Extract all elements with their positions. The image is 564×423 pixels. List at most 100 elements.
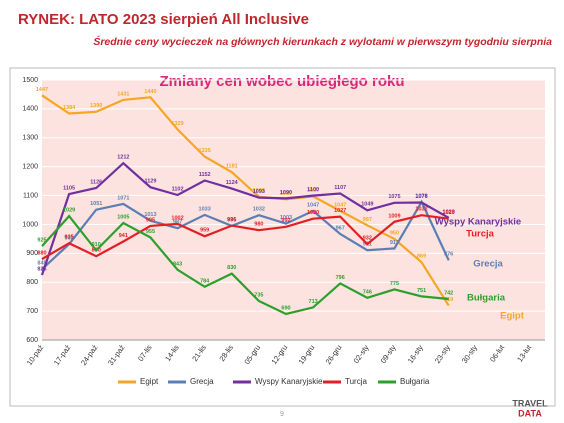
value-label: 1027	[334, 208, 346, 214]
value-label: 876	[444, 252, 453, 258]
value-label: 1100	[307, 187, 319, 193]
value-label: 932	[65, 236, 74, 242]
series-line	[41, 214, 449, 261]
value-label: 980	[254, 222, 263, 228]
series-end-label: Wyspy Kanaryjskie	[435, 217, 521, 228]
y-tick-label: 600	[26, 337, 38, 344]
title: RYNEK: LATO 2023 sierpień All Inclusive	[18, 11, 309, 28]
y-tick-label: 1100	[23, 192, 38, 199]
value-label: 1047	[334, 202, 346, 208]
value-label: 1105	[63, 186, 75, 192]
value-label: 1390	[90, 103, 102, 109]
y-tick-label: 1500	[22, 77, 38, 84]
value-label: 1212	[117, 155, 129, 161]
value-label: 955	[146, 229, 155, 235]
value-label: 1075	[388, 194, 400, 200]
value-label: 987	[173, 220, 182, 226]
value-label: 1384	[63, 105, 76, 111]
y-tick-label: 1400	[22, 106, 38, 113]
value-label: 1020	[443, 210, 455, 216]
value-label: 1049	[361, 202, 373, 208]
value-label: 825	[37, 266, 46, 272]
series-line	[40, 161, 450, 276]
value-label: 1440	[144, 89, 156, 95]
value-label: 996	[227, 217, 236, 223]
value-label: 1093	[253, 189, 265, 195]
chart-title: Zmiany cen wobec ubiegłego roku	[159, 73, 404, 90]
value-label: 1124	[226, 180, 239, 186]
value-label: 992	[281, 218, 290, 224]
value-label: 830	[227, 265, 236, 271]
value-label: 1129	[144, 179, 156, 185]
value-label: 1002	[171, 215, 183, 221]
value-label: 1003	[280, 215, 292, 221]
value-label: 1181	[226, 164, 238, 170]
value-label: 941	[119, 233, 128, 239]
value-label: 997	[363, 217, 372, 223]
y-tick-label: 700	[26, 308, 38, 315]
logo: DATA	[518, 408, 542, 418]
value-label: 967	[336, 225, 345, 231]
value-label: 932	[363, 236, 372, 242]
y-tick-label: 900	[26, 250, 38, 257]
value-label: 1235	[199, 148, 211, 154]
value-label: 690	[281, 305, 290, 311]
series-line	[41, 214, 449, 316]
value-label: 950	[390, 230, 399, 236]
page-number: 9	[280, 411, 284, 418]
value-label: 719	[444, 297, 453, 303]
logo: TRAVEL	[512, 398, 548, 408]
value-label: 1102	[172, 186, 184, 192]
value-label: 1078	[415, 193, 427, 199]
value-label: 1033	[199, 206, 211, 212]
legend-label: Grecja	[190, 377, 214, 386]
legend-label: Egipt	[140, 377, 159, 386]
y-tick-label: 800	[26, 279, 38, 286]
series-end-label: Bułgaria	[467, 293, 506, 304]
value-label: 796	[336, 275, 345, 281]
value-label: 1013	[144, 212, 156, 218]
legend-label: Turcja	[345, 377, 367, 386]
value-label: 1152	[199, 172, 211, 178]
value-label: 869	[417, 254, 426, 260]
legend-label: Bułgaria	[400, 377, 430, 386]
value-label: 1029	[63, 208, 75, 214]
value-label: 1005	[117, 214, 129, 220]
value-label: 1431	[117, 91, 129, 97]
value-label: 935	[65, 235, 74, 241]
series-end-label: Egipt	[500, 311, 525, 322]
value-label: 784	[200, 278, 210, 284]
value-label: 735	[254, 292, 263, 298]
value-label: 925	[37, 238, 46, 244]
value-label: 1076	[415, 194, 427, 200]
value-label: 1090	[280, 190, 292, 196]
value-label: 1329	[171, 121, 183, 127]
value-label: 1126	[90, 179, 102, 185]
value-label: 1032	[415, 207, 427, 213]
series-end-label: Turcja	[466, 229, 495, 240]
value-label: 959	[200, 228, 209, 234]
series-line	[41, 199, 450, 271]
value-label: 1032	[253, 207, 265, 213]
value-label: 1107	[334, 185, 346, 191]
value-label: 1051	[90, 201, 102, 207]
value-label: 1023	[443, 209, 455, 215]
y-tick-label: 1000	[22, 221, 38, 228]
value-label: 751	[417, 288, 426, 294]
value-label: 1096	[253, 188, 265, 194]
value-label: 1009	[388, 213, 400, 219]
value-label: 1087	[280, 191, 292, 197]
legend-label: Wyspy Kanaryjskie	[255, 377, 323, 386]
value-label: 1071	[117, 195, 129, 201]
value-label: 775	[390, 281, 399, 287]
subtitle: Średnie ceny wycieczek na głównych kieru…	[93, 35, 552, 48]
value-label: 845	[37, 261, 46, 267]
value-label: 742	[444, 290, 453, 296]
value-label: 1047	[307, 202, 319, 208]
value-label: 1447	[36, 87, 48, 93]
value-label: 746	[363, 289, 372, 295]
value-label: 995	[227, 217, 236, 223]
value-label: 910	[92, 242, 101, 248]
value-label: 995	[146, 217, 155, 223]
